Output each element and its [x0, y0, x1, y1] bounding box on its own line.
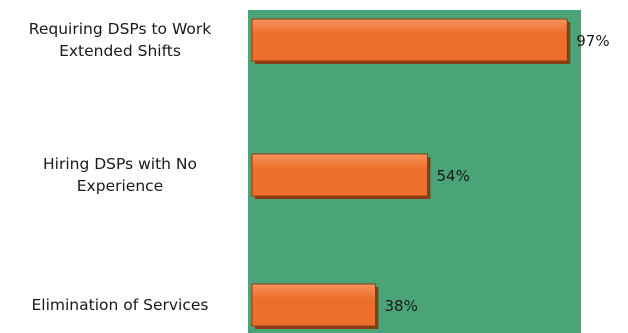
data-label: 97% [576, 32, 609, 50]
category-label-line: Requiring DSPs to Work [29, 20, 211, 38]
category-label-line: Hiring DSPs with No [43, 155, 197, 173]
bar [251, 18, 568, 62]
data-label: 54% [437, 167, 470, 185]
category-label-line: Experience [77, 177, 163, 195]
category-label: Hiring DSPs with No Experience [43, 155, 197, 195]
bar [251, 283, 376, 327]
data-label: 38% [385, 297, 418, 315]
category-label-line: Elimination of Services [32, 296, 209, 314]
category-label: Elimination of Services [32, 296, 209, 314]
category-label-line: Extended Shifts [59, 42, 181, 60]
bar [251, 153, 428, 197]
category-label: Requiring DSPs to Work Extended Shifts [29, 20, 211, 60]
